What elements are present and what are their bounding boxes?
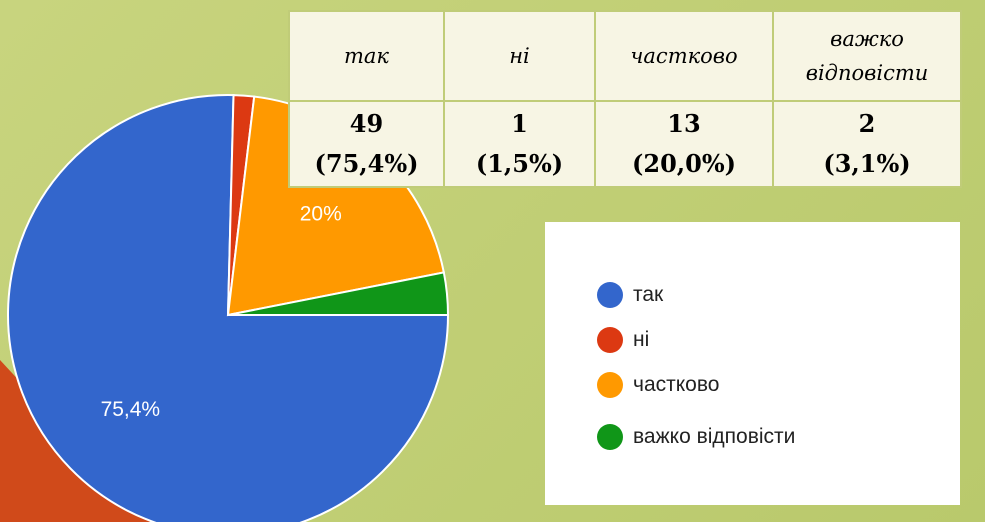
data-row: 49 (75,4%) 1 (1,5%) 13 (20,0%) 2 (3,1%) [288,100,962,188]
table: так ні частково важко відповісти 49 (75,4%) 1… [288,10,962,188]
legend-item: так [597,280,663,310]
share: (1,5%) [475,149,564,178]
count: 1 [511,109,528,138]
legend-item: важко відповісти [597,422,795,452]
data-cell: 2 (3,1%) [772,100,962,188]
share: (3,1%) [823,149,911,178]
share: (20,0%) [632,149,736,178]
legend-item: частково [597,370,719,400]
legend-label: частково [633,373,720,396]
header-cell: важко відповісти [772,10,962,102]
share: (75,4%) [314,149,419,178]
count: 49 [349,109,384,138]
legend-swatch [597,282,623,308]
data-cell: 13 (20,0%) [594,100,774,188]
legend-label: ні [633,328,650,351]
count: 2 [858,109,876,138]
data-cell: 1 (1,5%) [443,100,596,188]
header-cell: так [288,10,445,102]
legend-item: ні [597,325,649,355]
slice-label: 75,4% [101,398,161,421]
pie-slice [227,271,450,316]
header-row: так ні частково важко відповісти [288,10,962,102]
count: 13 [667,109,701,138]
legend-label: так [633,283,664,306]
legend: так ні частково важко відповісти [545,222,960,505]
header-cell: частково [594,10,774,102]
header-cell: ні [443,10,596,102]
legend-label: важко відповісти [633,425,796,448]
data-cell: 49 (75,4%) [288,100,445,188]
legend-swatch [597,424,623,450]
legend-swatch [597,327,623,353]
legend-swatch [597,372,623,398]
slice-label: 20% [300,203,342,226]
